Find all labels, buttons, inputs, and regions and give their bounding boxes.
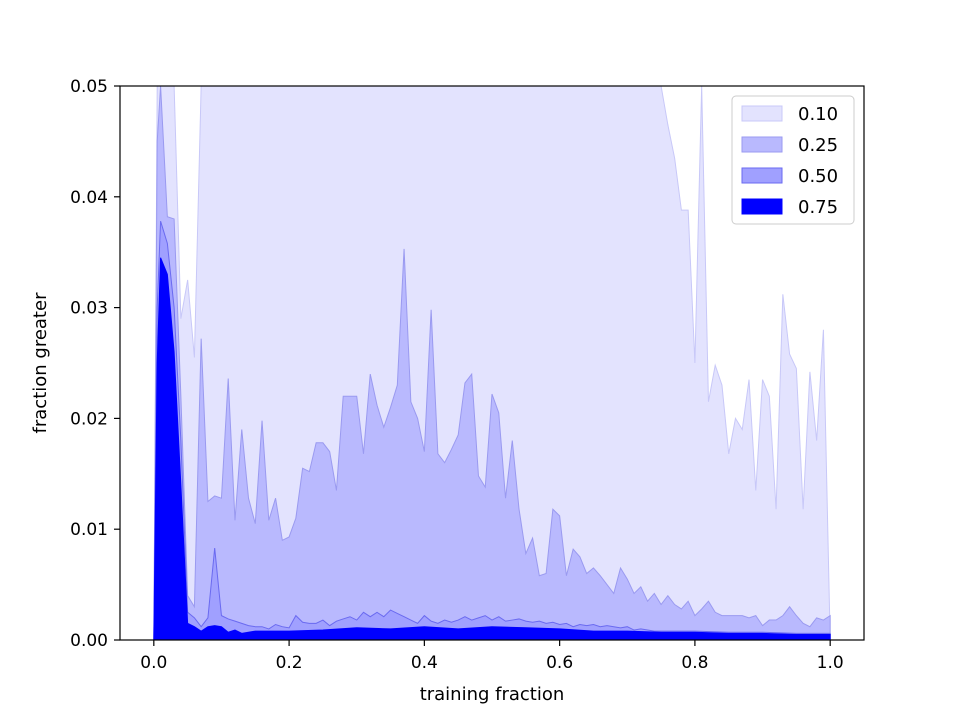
x-tick-label: 1.0 xyxy=(817,653,844,673)
area-series-0.50 xyxy=(153,221,831,640)
x-tick-label: 0.0 xyxy=(140,653,167,673)
x-tick-label: 0.2 xyxy=(276,653,303,673)
y-tick-label: 0.05 xyxy=(70,77,108,97)
y-axis: 0.00 0.01 0.02 0.03 0.04 0.05 xyxy=(70,77,120,651)
legend-label-0.50: 0.50 xyxy=(798,166,838,187)
x-tick-label: 0.4 xyxy=(411,653,438,673)
area-series-0.25 xyxy=(153,86,831,640)
y-tick-label: 0.02 xyxy=(70,409,108,429)
x-axis: 0.0 0.2 0.4 0.6 0.8 1.0 xyxy=(140,640,844,673)
x-tick-label: 0.6 xyxy=(546,653,573,673)
legend-label-0.10: 0.10 xyxy=(798,104,838,125)
legend-box xyxy=(731,95,855,225)
area-series-0.75 xyxy=(153,257,831,640)
series-layer xyxy=(153,86,831,640)
legend-swatch-0.50 xyxy=(741,167,783,184)
y-tick-label: 0.00 xyxy=(70,631,108,651)
legend: 0.10 0.25 0.50 0.75 xyxy=(731,95,855,225)
legend-label-0.25: 0.25 xyxy=(798,135,838,156)
y-tick-label: 0.01 xyxy=(70,520,108,540)
y-tick-label: 0.04 xyxy=(70,188,108,208)
legend-swatch-0.25 xyxy=(741,136,783,153)
x-axis-label: training fraction xyxy=(420,684,565,705)
y-tick-label: 0.03 xyxy=(70,299,108,319)
x-tick-label: 0.8 xyxy=(681,653,708,673)
legend-swatch-0.75 xyxy=(741,198,783,215)
plot-frame xyxy=(119,85,865,641)
legend-swatch-0.10 xyxy=(741,105,783,122)
legend-label-0.75: 0.75 xyxy=(798,197,838,218)
y-axis-label: fraction greater xyxy=(30,292,51,434)
